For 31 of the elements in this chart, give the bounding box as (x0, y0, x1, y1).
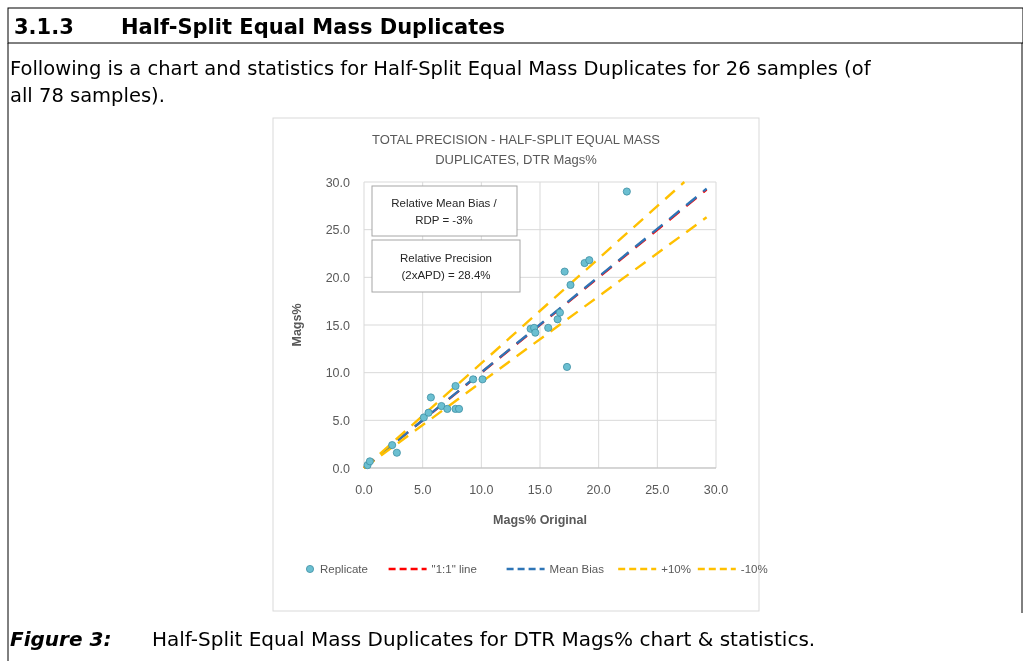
x-tick-label: 20.0 (586, 483, 611, 497)
y-tick-label: 5.0 (332, 413, 351, 428)
legend-label: "1:1" line (431, 563, 477, 575)
x-tick-label: 30.0 (703, 483, 729, 497)
annotation: Relative Precision (2xAPD) = 28.4% (399, 252, 493, 281)
legend-label: -10% (740, 563, 768, 575)
y-axis-title: Mags% (290, 303, 304, 347)
x-axis-title: Mags% Original (493, 513, 587, 527)
y-tick-label: 25.0 (325, 223, 351, 238)
annotation: Relative Mean Bias / RDP = -3% (391, 197, 498, 226)
chart-title: TOTAL PRECISION - HALF-SPLIT EQUAL MASS DUPLICATES, DTR Mags% (372, 132, 661, 167)
x-tick-label: 25.0 (645, 483, 670, 497)
x-tick-label: 15.0 (527, 483, 553, 497)
x-tick-label: 5.0 (413, 483, 432, 497)
x-tick-label: 0.0 (355, 483, 373, 497)
x-tick-label: 10.0 (469, 483, 494, 497)
y-tick-label: 10.0 (325, 366, 351, 381)
legend-label: Mean Bias (549, 563, 605, 575)
text: Following is a chart and statistics for Half-Split Equal Mass Duplicates for 26 samples (of all 78 samples). (10, 57, 872, 107)
y-tick-label: 20.0 (325, 270, 351, 285)
legend-label: +10% (661, 563, 691, 575)
text-box: Relative Mean Bias / RDP = -3% (371, 185, 518, 237)
y-tick-label: 0.0 (332, 461, 351, 476)
text: Half-Split Equal Mass Duplicates (121, 15, 505, 39)
text: 3.1.3 (14, 15, 74, 39)
text-box: Relative Precision (2xAPD) = 28.4% (371, 239, 521, 293)
text: Half-Split Equal Mass Duplicates for DTR Mags% chart & statistics. (152, 627, 816, 651)
y-tick-label: 30.0 (325, 175, 351, 190)
caption: Figure 3: (10, 627, 112, 651)
y-tick-label: 15.0 (325, 318, 351, 333)
legend-label: Replicate (320, 563, 368, 575)
